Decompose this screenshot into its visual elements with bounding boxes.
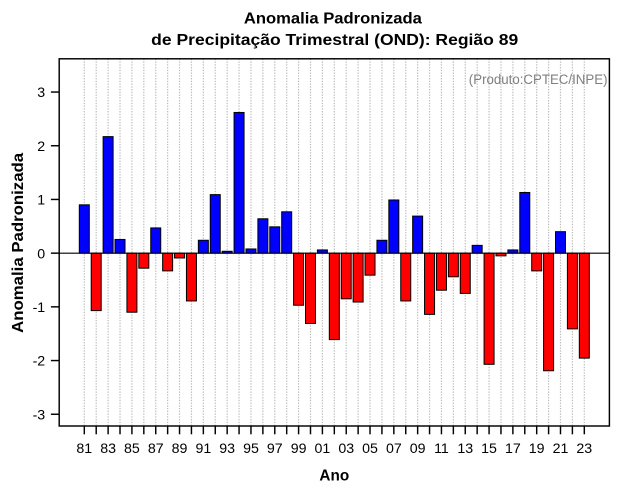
svg-text:1: 1 bbox=[37, 193, 45, 209]
svg-text:83: 83 bbox=[100, 441, 116, 457]
svg-text:15: 15 bbox=[481, 441, 497, 457]
svg-text:-2: -2 bbox=[33, 354, 46, 370]
svg-text:01: 01 bbox=[315, 441, 331, 457]
svg-text:03: 03 bbox=[338, 441, 354, 457]
svg-text:19: 19 bbox=[529, 441, 545, 457]
svg-text:09: 09 bbox=[410, 441, 426, 457]
svg-text:85: 85 bbox=[124, 441, 140, 457]
svg-text:93: 93 bbox=[219, 441, 235, 457]
svg-text:13: 13 bbox=[457, 441, 473, 457]
svg-text:Anomalia Padronizada: Anomalia Padronizada bbox=[10, 153, 27, 333]
svg-text:2: 2 bbox=[37, 139, 45, 155]
svg-text:Ano: Ano bbox=[319, 468, 349, 485]
svg-text:21: 21 bbox=[553, 441, 569, 457]
svg-text:(Produto:CPTEC/INPE): (Produto:CPTEC/INPE) bbox=[469, 72, 608, 87]
svg-text:23: 23 bbox=[576, 441, 592, 457]
svg-text:3: 3 bbox=[37, 85, 45, 101]
svg-text:0: 0 bbox=[37, 246, 45, 262]
svg-text:17: 17 bbox=[505, 441, 521, 457]
svg-text:97: 97 bbox=[267, 441, 283, 457]
svg-text:89: 89 bbox=[172, 441, 188, 457]
svg-text:87: 87 bbox=[148, 441, 164, 457]
svg-text:07: 07 bbox=[386, 441, 402, 457]
svg-text:de Precipitação Trimestral (ON: de Precipitação Trimestral (OND): Região… bbox=[151, 32, 518, 49]
svg-text:95: 95 bbox=[243, 441, 259, 457]
svg-text:81: 81 bbox=[76, 441, 92, 457]
svg-text:91: 91 bbox=[195, 441, 211, 457]
svg-text:11: 11 bbox=[434, 441, 449, 457]
svg-text:-3: -3 bbox=[33, 407, 46, 423]
svg-text:-1: -1 bbox=[33, 300, 46, 316]
svg-text:05: 05 bbox=[362, 441, 378, 457]
svg-text:Anomalia Padronizada: Anomalia Padronizada bbox=[244, 11, 422, 28]
svg-text:99: 99 bbox=[291, 441, 307, 457]
